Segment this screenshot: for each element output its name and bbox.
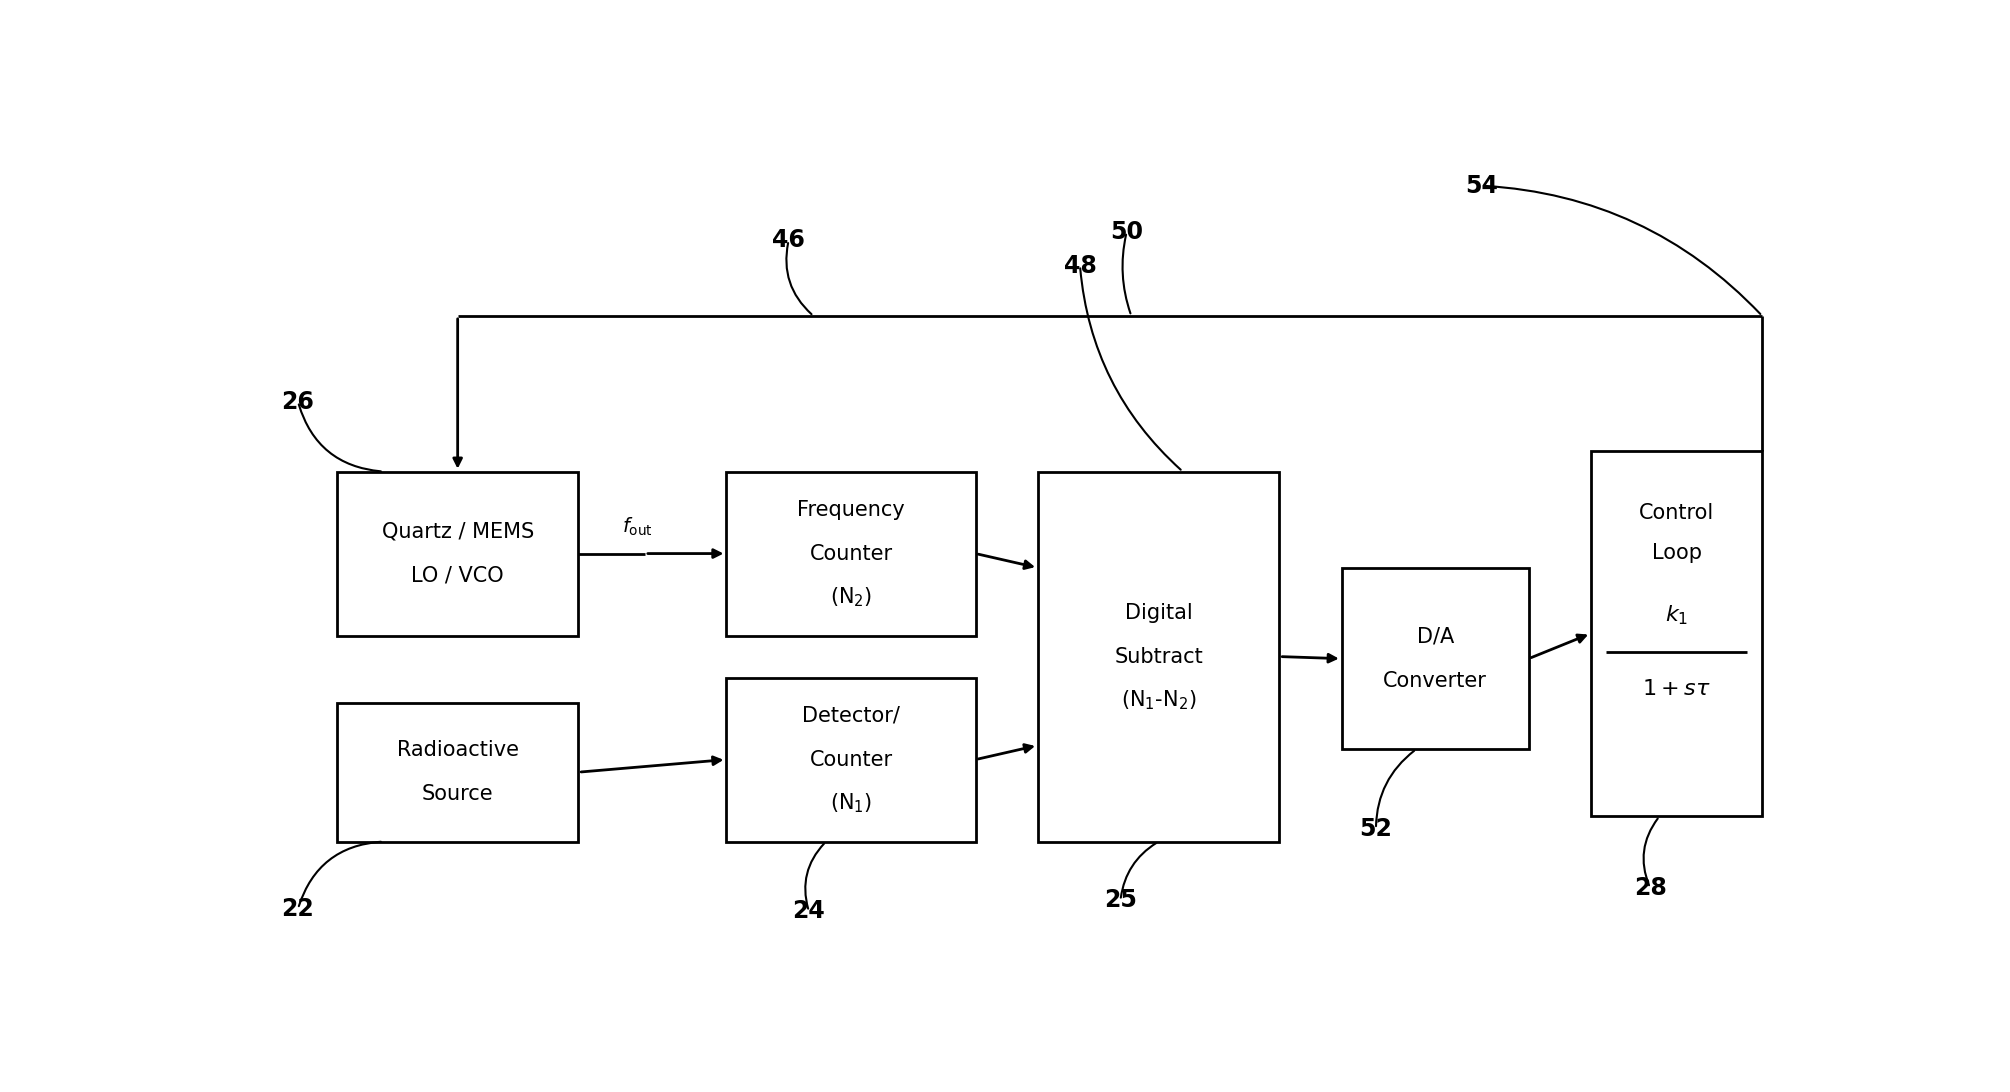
Text: LO / VCO: LO / VCO	[412, 566, 505, 585]
Text: 46: 46	[772, 228, 806, 252]
Text: 24: 24	[792, 900, 826, 924]
Text: 22: 22	[281, 897, 314, 921]
Text: Radioactive: Radioactive	[396, 740, 519, 760]
Text: Detector/: Detector/	[802, 705, 900, 726]
Text: Frequency: Frequency	[798, 500, 904, 520]
Text: Quartz / MEMS: Quartz / MEMS	[382, 522, 535, 542]
Text: Digital: Digital	[1126, 603, 1192, 622]
Text: 48: 48	[1063, 253, 1095, 277]
Text: Subtract: Subtract	[1114, 646, 1204, 666]
Text: 50: 50	[1110, 219, 1144, 244]
Text: Counter: Counter	[810, 544, 892, 563]
Text: $f_\mathrm{out}$: $f_\mathrm{out}$	[621, 517, 653, 538]
Text: 26: 26	[281, 390, 314, 414]
Text: (N$_2$): (N$_2$)	[830, 585, 872, 609]
Text: Source: Source	[422, 784, 494, 804]
Text: Counter: Counter	[810, 749, 892, 770]
Bar	[1037, 472, 1280, 842]
Bar	[726, 677, 975, 842]
Text: $k_1$: $k_1$	[1664, 603, 1688, 627]
Text: (N$_1$): (N$_1$)	[830, 792, 872, 815]
Text: Control: Control	[1638, 502, 1715, 523]
Text: 28: 28	[1634, 876, 1666, 900]
Text: Converter: Converter	[1383, 670, 1487, 690]
Bar	[338, 472, 579, 636]
Bar	[1343, 568, 1530, 749]
Text: 25: 25	[1103, 889, 1138, 913]
Text: $1 + s\tau$: $1 + s\tau$	[1642, 679, 1711, 699]
Text: 54: 54	[1465, 174, 1497, 198]
Text: D/A: D/A	[1417, 627, 1453, 646]
Text: Loop: Loop	[1652, 543, 1702, 563]
Bar	[726, 472, 975, 636]
Text: (N$_1$-N$_2$): (N$_1$-N$_2$)	[1122, 688, 1196, 712]
Text: 52: 52	[1359, 817, 1393, 841]
Bar	[1592, 451, 1763, 817]
Bar	[338, 703, 579, 842]
